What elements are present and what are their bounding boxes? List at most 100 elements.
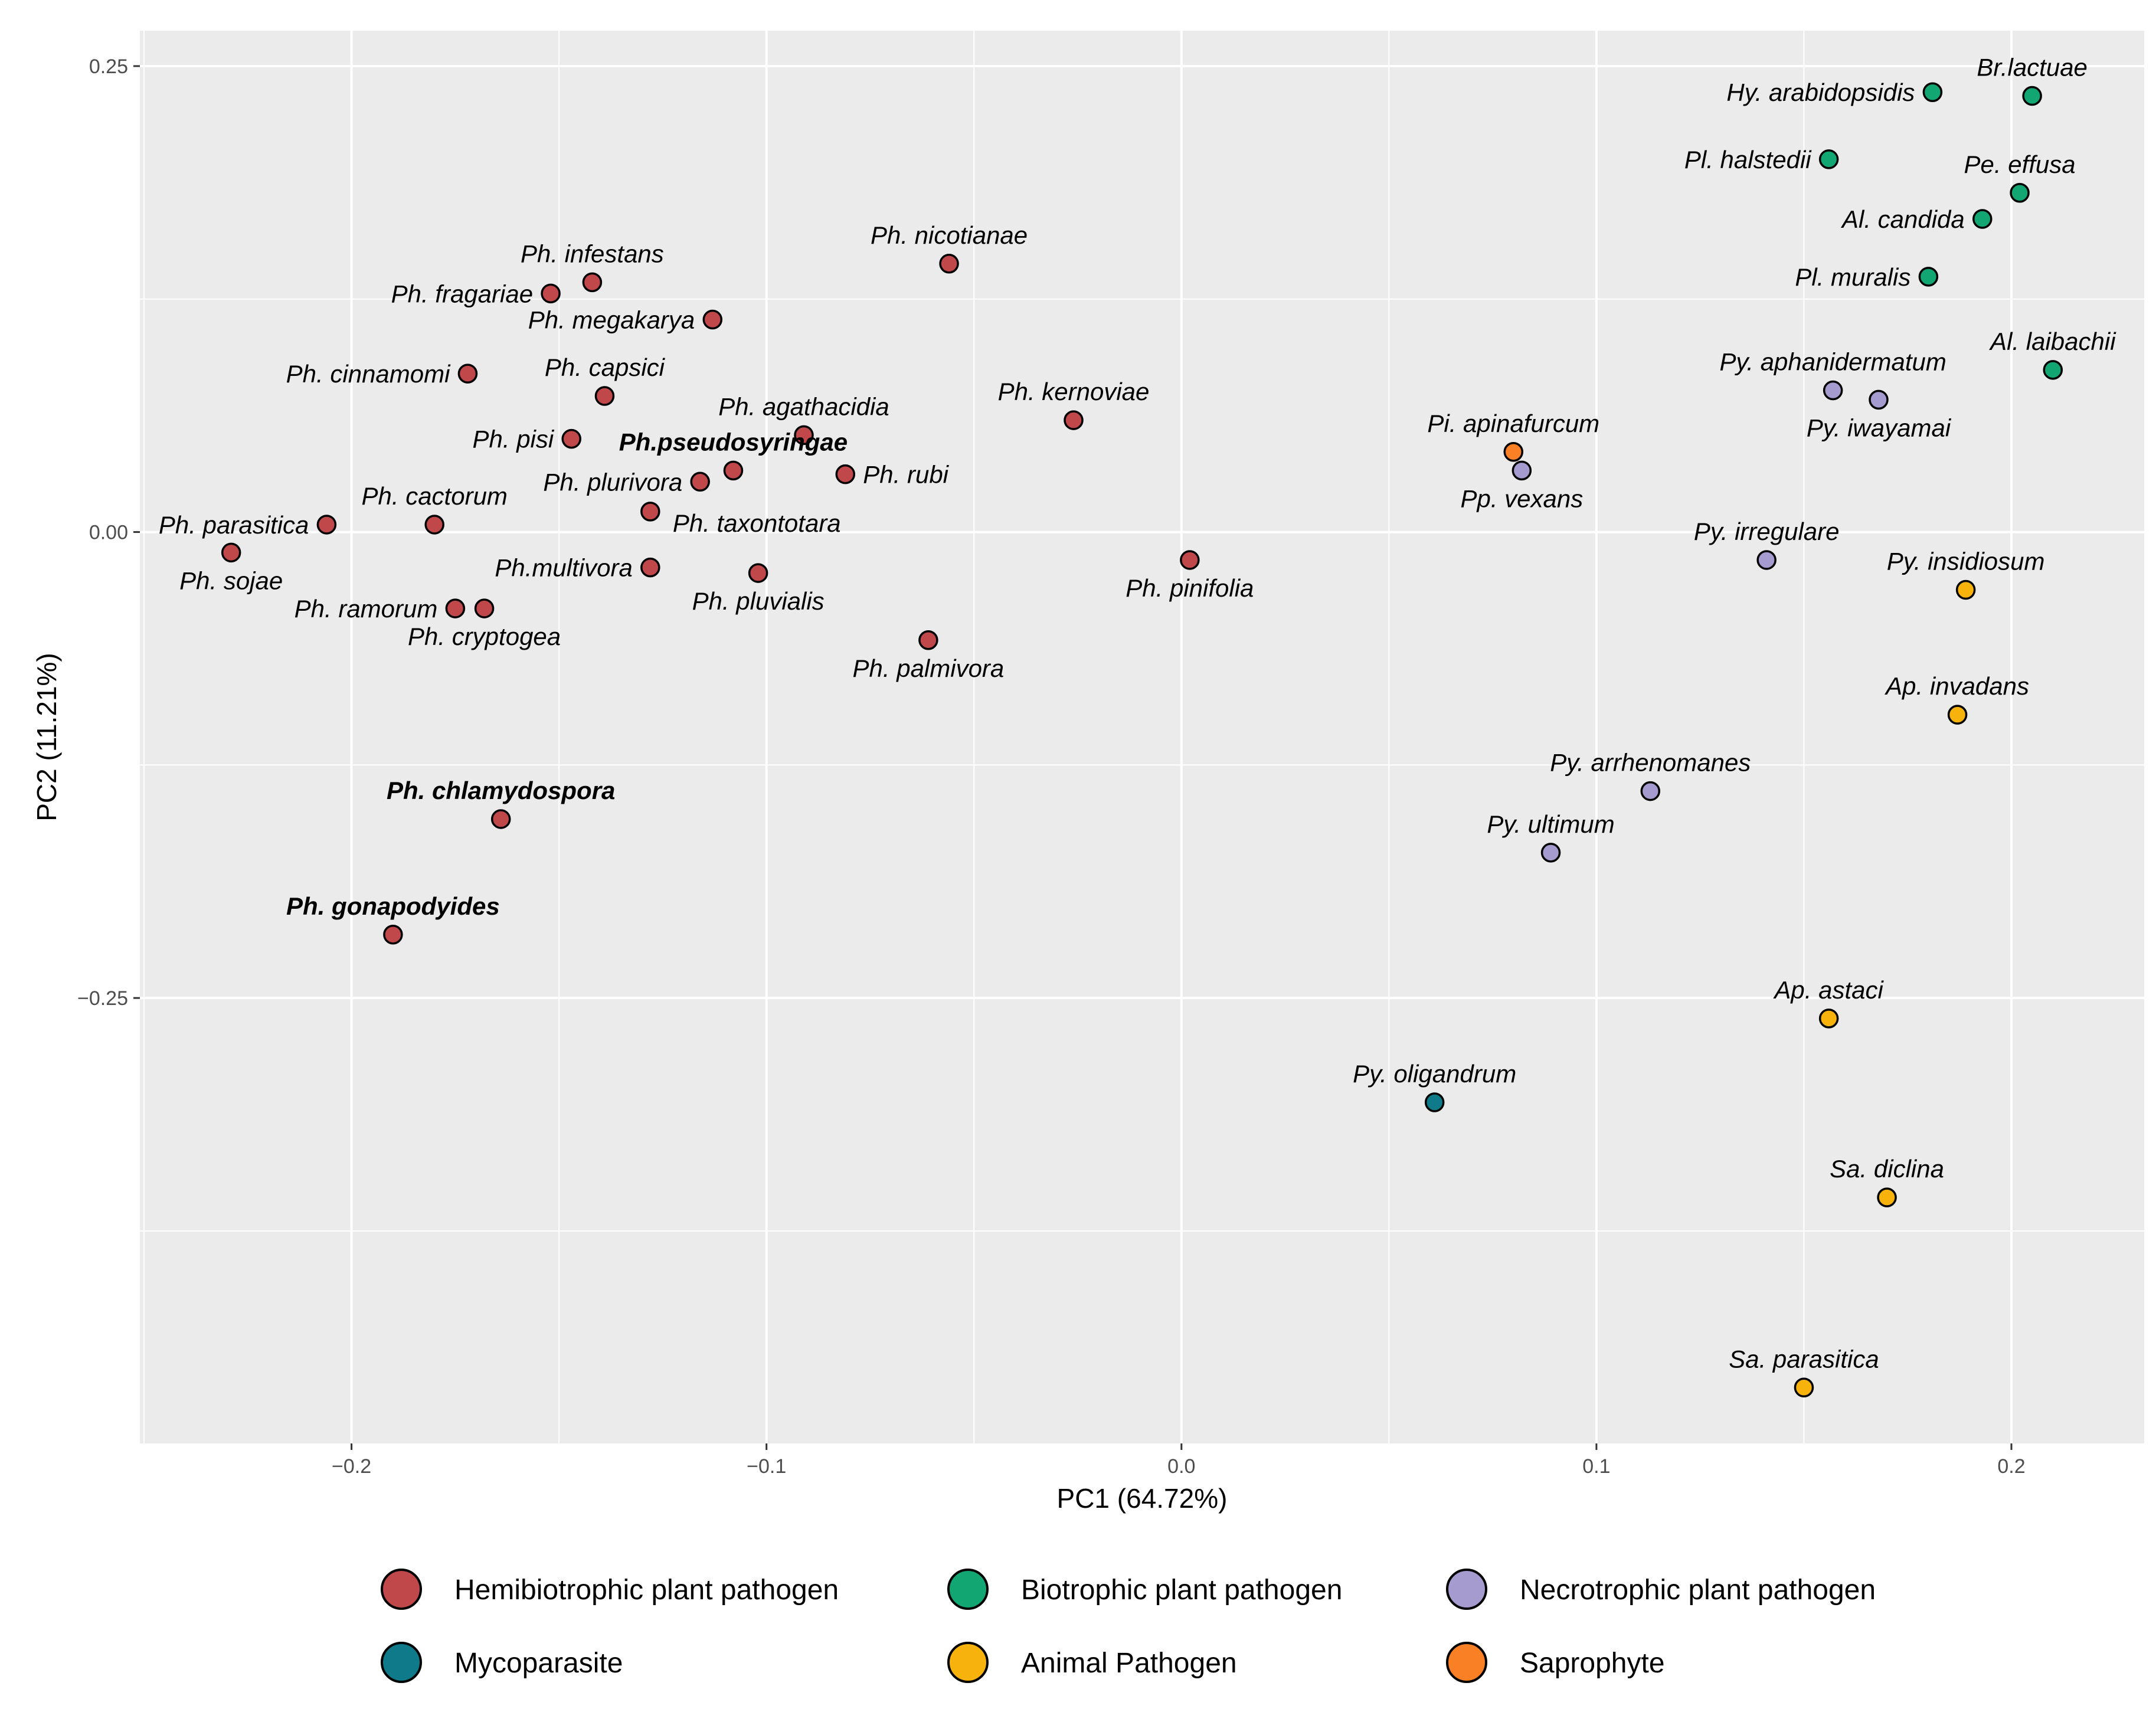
data-point-label: Py. insidiosum: [1887, 547, 2045, 575]
data-point: [1640, 781, 1661, 801]
data-point: [445, 598, 466, 618]
data-point-label: Py. ultimum: [1487, 810, 1614, 838]
data-point: [1922, 82, 1943, 102]
data-point: [1512, 460, 1532, 481]
data-point-label: Py. iwayamai: [1807, 414, 1952, 441]
data-point-label: Ph. ramorum: [295, 595, 438, 623]
data-point-label: Py. irregulare: [1694, 518, 1840, 545]
data-point: [316, 515, 337, 535]
x-tick-label: 0.2: [1997, 1455, 2025, 1478]
data-point-label: Ph. taxontotara: [673, 509, 841, 537]
data-point-label: Ap. invadans: [1884, 672, 2029, 700]
data-point: [1972, 209, 1993, 229]
data-point-label: Ph. palmivora: [853, 654, 1005, 682]
data-point: [748, 563, 768, 583]
legend-label: Biotrophic plant pathogen: [1021, 1574, 1342, 1606]
data-point-label: Al. laibachii: [1988, 328, 2116, 355]
data-point: [1947, 705, 1968, 725]
y-tick-label: 0.25: [89, 55, 128, 78]
data-point-label: Py. arrhenomanes: [1550, 749, 1751, 777]
y-axis-title: PC2 (11.21%): [31, 653, 62, 821]
data-point: [1503, 442, 1524, 462]
data-point: [690, 472, 710, 492]
data-point-label: Pe. effusa: [1964, 150, 2076, 178]
panel-background: [140, 31, 2144, 1443]
data-point-label: Ap. astaci: [1772, 976, 1884, 1004]
data-point-label: Ph. plurivora: [543, 468, 682, 496]
legend-label: Mycoparasite: [454, 1648, 623, 1679]
grid-major: [140, 31, 2144, 1443]
data-point-label: Ph. capsici: [545, 353, 666, 381]
data-point-label: Ph. parasitica: [159, 511, 309, 539]
data-point-label: Ph. cryptogea: [408, 623, 561, 650]
data-point: [1918, 267, 1939, 287]
data-point-label: Pl. halstedii: [1684, 146, 1812, 173]
data-point-label: Sa. diclina: [1830, 1155, 1944, 1183]
data-point: [1756, 550, 1777, 570]
legend-key: [1446, 1642, 1487, 1683]
data-point: [918, 630, 938, 650]
legend-key: [1446, 1569, 1487, 1610]
data-point: [794, 425, 814, 446]
legend-label: Hemibiotrophic plant pathogen: [454, 1574, 839, 1606]
y-tick-label: −0.25: [77, 987, 128, 1010]
legend-key: [381, 1569, 422, 1610]
data-point: [1540, 843, 1561, 863]
data-point-label: Pp. vexans: [1460, 484, 1583, 512]
legend-key: [947, 1642, 989, 1683]
data-point: [424, 515, 444, 535]
data-point: [835, 464, 856, 484]
data-point: [1180, 550, 1200, 570]
data-point: [2010, 183, 2030, 203]
x-tick-label: −0.1: [747, 1455, 786, 1478]
data-point: [594, 386, 615, 406]
x-tick-label: −0.2: [332, 1455, 371, 1478]
data-point: [561, 428, 581, 449]
data-point-label: Ph. pinifolia: [1126, 574, 1254, 602]
data-point: [2022, 86, 2042, 106]
data-point-label: Ph.pseudosyringae: [619, 428, 848, 456]
data-point: [582, 272, 603, 293]
y-tick-label: 0.00: [89, 522, 128, 544]
data-points: [221, 82, 2063, 1398]
data-point-label: Ph.multivora: [495, 554, 632, 582]
data-point: [1794, 1377, 1814, 1398]
data-point: [702, 309, 723, 330]
data-point-label: Ph. fragariae: [391, 280, 533, 307]
data-point: [1818, 149, 1839, 169]
data-point: [1818, 1009, 1839, 1029]
data-point-label: Pl. muralis: [1795, 263, 1910, 291]
data-point: [1823, 380, 1843, 401]
data-point: [221, 542, 241, 563]
data-point: [490, 809, 511, 829]
data-point: [640, 502, 660, 522]
data-point: [474, 598, 495, 618]
data-point-label: Ph. pluvialis: [692, 587, 825, 615]
data-point: [1877, 1187, 1897, 1207]
legend-key: [947, 1569, 989, 1610]
data-point: [939, 254, 959, 274]
data-point: [2043, 360, 2063, 380]
data-point: [1955, 580, 1976, 600]
data-point-label: Al. candida: [1840, 205, 1965, 233]
data-point-label: Pi. apinafurcum: [1427, 410, 1599, 437]
data-point-label: Ph. chlamydospora: [387, 777, 615, 804]
data-point-label: Py. aphanidermatum: [1719, 348, 1946, 376]
data-point: [1064, 410, 1084, 430]
data-point-label: Ph. agathacidia: [718, 392, 889, 420]
data-point: [383, 925, 403, 945]
legend: Hemibiotrophic plant pathogen Biotrophic …: [381, 1569, 1876, 1683]
data-point-label: Ph. nicotianae: [871, 221, 1028, 249]
grid-minor: [140, 31, 2144, 1443]
data-point-label: Sa. parasitica: [1729, 1345, 1879, 1373]
data-point: [1424, 1092, 1445, 1112]
data-point-label: Ph. kernoviae: [998, 378, 1150, 405]
legend-label: Animal Pathogen: [1021, 1648, 1237, 1679]
x-tick-label: 0.1: [1582, 1455, 1610, 1478]
data-point-label: Py. oligandrum: [1353, 1060, 1516, 1088]
data-point-label: Ph. cactorum: [361, 482, 507, 510]
data-point-label: Ph. sojae: [179, 567, 283, 594]
data-point: [723, 460, 744, 481]
x-tick-label: 0.0: [1167, 1455, 1195, 1478]
